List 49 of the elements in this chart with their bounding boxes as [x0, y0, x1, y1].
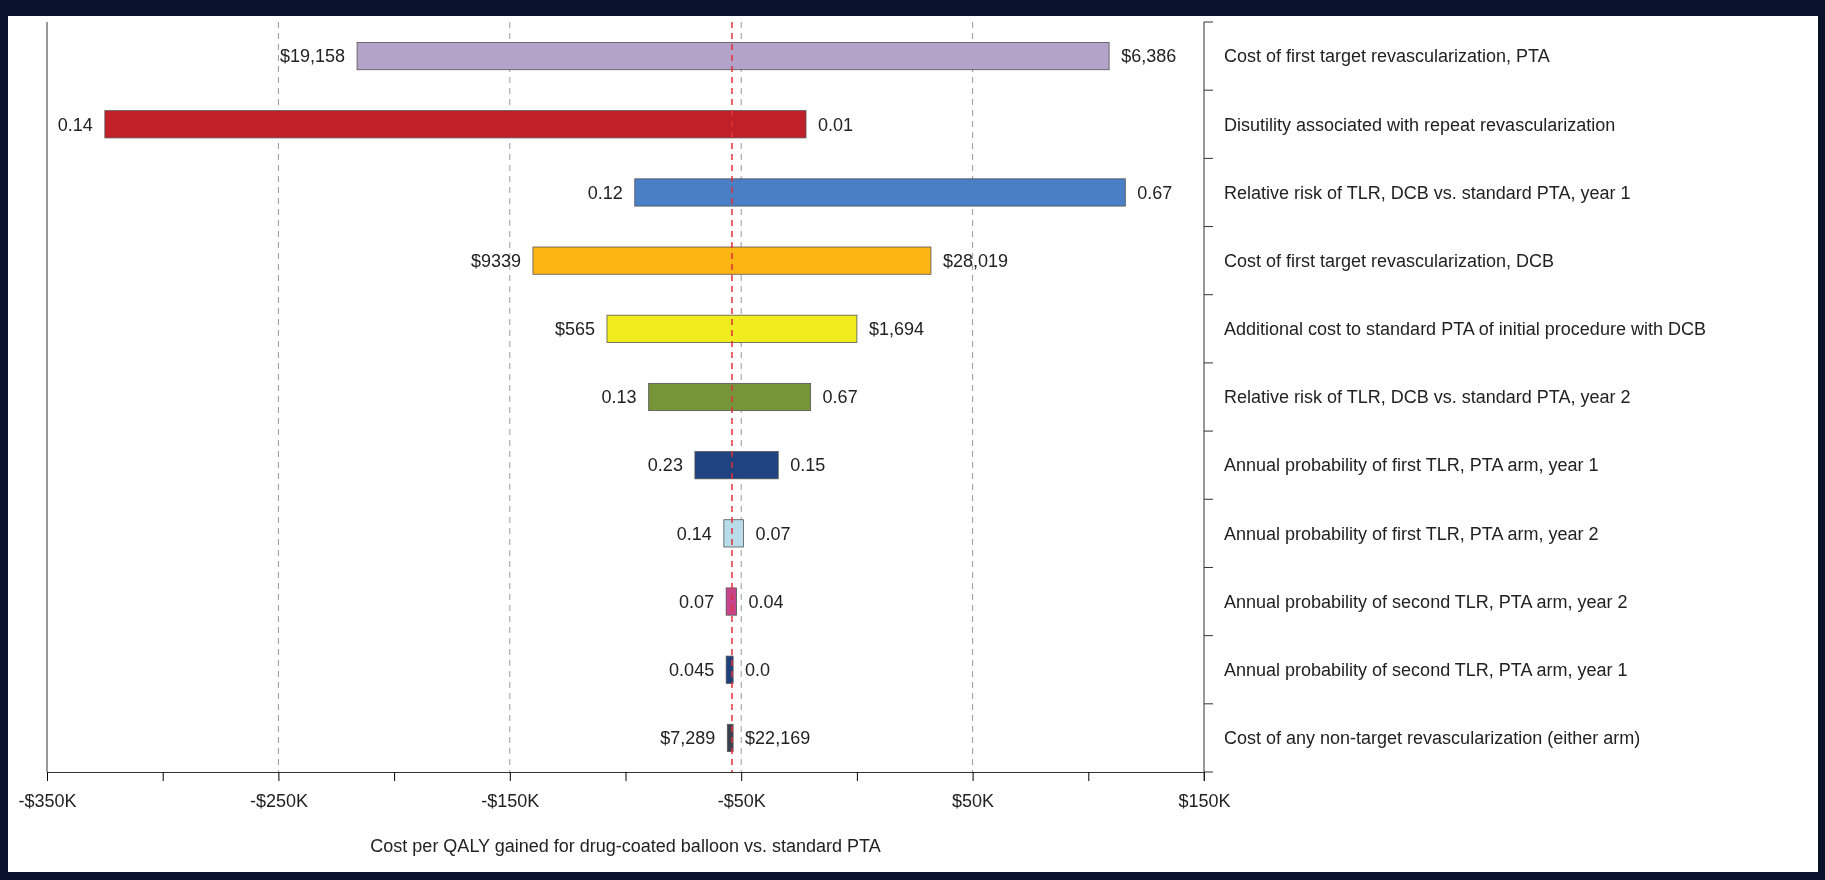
bar [634, 178, 1126, 207]
y-tick-label: Annual probability of second TLR, PTA arm, year 2 [1224, 591, 1628, 612]
annotation: $19,158 [280, 46, 346, 67]
x-tick-label: -$350K [18, 791, 77, 812]
y-tick-label: Annual probability of second TLR, PTA arm, year 1 [1224, 660, 1628, 681]
bar [694, 451, 779, 480]
annotation: 0.23 [647, 455, 683, 476]
bar [104, 110, 807, 139]
annotation: $9339 [470, 250, 521, 271]
x-tick-label: $50K [952, 791, 995, 812]
annotation: $1,694 [868, 319, 924, 340]
annotation: 0.12 [587, 182, 623, 203]
y-tick-label: Relative risk of TLR, DCB vs. standard PTA, year 1 [1224, 182, 1631, 203]
x-axis-title: Cost per QALY gained for drug-coated balloon vs. standard PTA [370, 836, 881, 856]
x-tick-label: -$50K [717, 791, 766, 812]
annotation: 0.04 [748, 591, 784, 612]
annotation: $565 [554, 319, 595, 340]
bar [532, 246, 932, 275]
annotation: 0.67 [1137, 182, 1173, 203]
annotation: $7,289 [660, 728, 716, 749]
bar [725, 587, 737, 616]
annotation: 0.0 [745, 660, 771, 681]
x-tick-label: -$250K [249, 791, 308, 812]
bar [648, 382, 812, 412]
x-tick-label: $150K [1178, 791, 1231, 812]
annotation: 0.01 [817, 114, 854, 135]
bar [606, 314, 858, 343]
annotation: 0.14 [57, 114, 93, 135]
annotation: 0.67 [822, 387, 858, 408]
y-tick-label: Disutility associated with repeat revascularization [1224, 114, 1616, 135]
y-tick-label: Additional cost to standard PTA of initial procedure with DCB [1224, 319, 1706, 340]
annotation: 0.07 [755, 523, 791, 544]
bar [356, 42, 1110, 71]
y-tick-label: Cost of any non-target revascularization (either arm) [1224, 728, 1641, 749]
annotation: 0.07 [679, 591, 715, 612]
y-tick-label: Annual probability of first TLR, PTA arm, year 2 [1224, 523, 1599, 544]
x-tick-label: -$150K [481, 791, 540, 812]
annotation: 0.14 [676, 523, 712, 544]
y-tick-label: Annual probability of first TLR, PTA arm, year 1 [1224, 455, 1599, 476]
annotation: $6,386 [1121, 46, 1177, 67]
annotation: 0.13 [601, 387, 637, 408]
y-tick-label: Cost of first target revascularization, DCB [1224, 250, 1555, 271]
y-tick-label: Relative risk of TLR, DCB vs. standard PTA, year 2 [1224, 387, 1631, 408]
y-tick-label: Cost of first target revascularization, PTA [1224, 46, 1550, 67]
annotation: 0.15 [790, 455, 826, 476]
annotation: $28,019 [942, 250, 1009, 271]
bar [723, 519, 744, 548]
annotation: $22,169 [745, 728, 811, 749]
annotation: 0.045 [669, 660, 715, 681]
